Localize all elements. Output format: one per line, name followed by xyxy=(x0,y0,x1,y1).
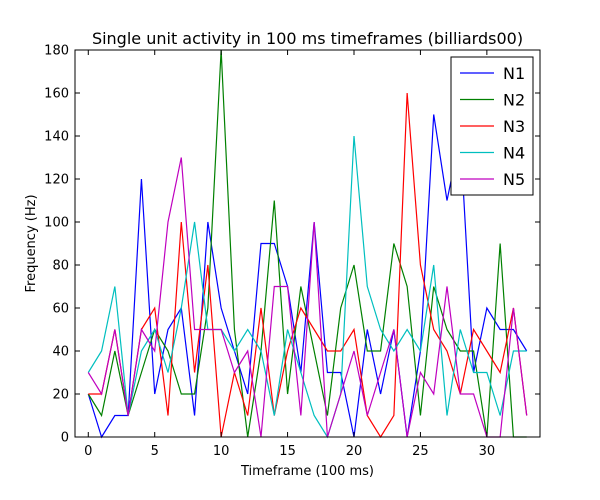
y-tick-label: 20 xyxy=(52,388,69,403)
plot-frame xyxy=(74,49,541,438)
y-tick-label: 60 xyxy=(52,302,69,317)
y-tick-label: 160 xyxy=(44,87,69,102)
x-axis: 0 5 10 15 20 25 30 xyxy=(84,50,495,459)
x-tick-label: 15 xyxy=(279,444,296,459)
legend-label-n4: N4 xyxy=(503,144,525,163)
y-tick-label: 120 xyxy=(44,173,69,188)
legend: N1 N2 N3 N4 N5 xyxy=(450,56,534,196)
x-tick-label: 5 xyxy=(151,444,159,459)
x-tick-label: 25 xyxy=(412,444,429,459)
legend-label-n5: N5 xyxy=(503,170,525,189)
x-tick-label: 10 xyxy=(213,444,230,459)
x-axis-label: Timeframe (100 ms) xyxy=(240,464,374,479)
legend-label-n3: N3 xyxy=(503,117,525,136)
y-tick-label: 0 xyxy=(61,431,69,446)
y-axis-label: Frequency (Hz) xyxy=(24,194,39,292)
y-axis: 0 20 40 60 80 100 120 140 160 180 xyxy=(44,44,540,446)
series-line-n4 xyxy=(87,135,527,439)
x-tick-label: 20 xyxy=(346,444,363,459)
legend-label-n2: N2 xyxy=(503,91,525,110)
y-tick-label: 80 xyxy=(52,259,69,274)
legend-label-n1: N1 xyxy=(503,64,525,83)
y-tick-label: 100 xyxy=(44,216,69,231)
series-line-n5 xyxy=(87,157,528,438)
x-tick-label: 0 xyxy=(84,444,92,459)
y-tick-label: 40 xyxy=(52,345,69,360)
y-tick-label: 140 xyxy=(44,130,69,145)
chart-title: Single unit activity in 100 ms timeframe… xyxy=(92,29,523,48)
y-tick-label: 180 xyxy=(44,44,69,59)
x-tick-label: 30 xyxy=(479,444,496,459)
